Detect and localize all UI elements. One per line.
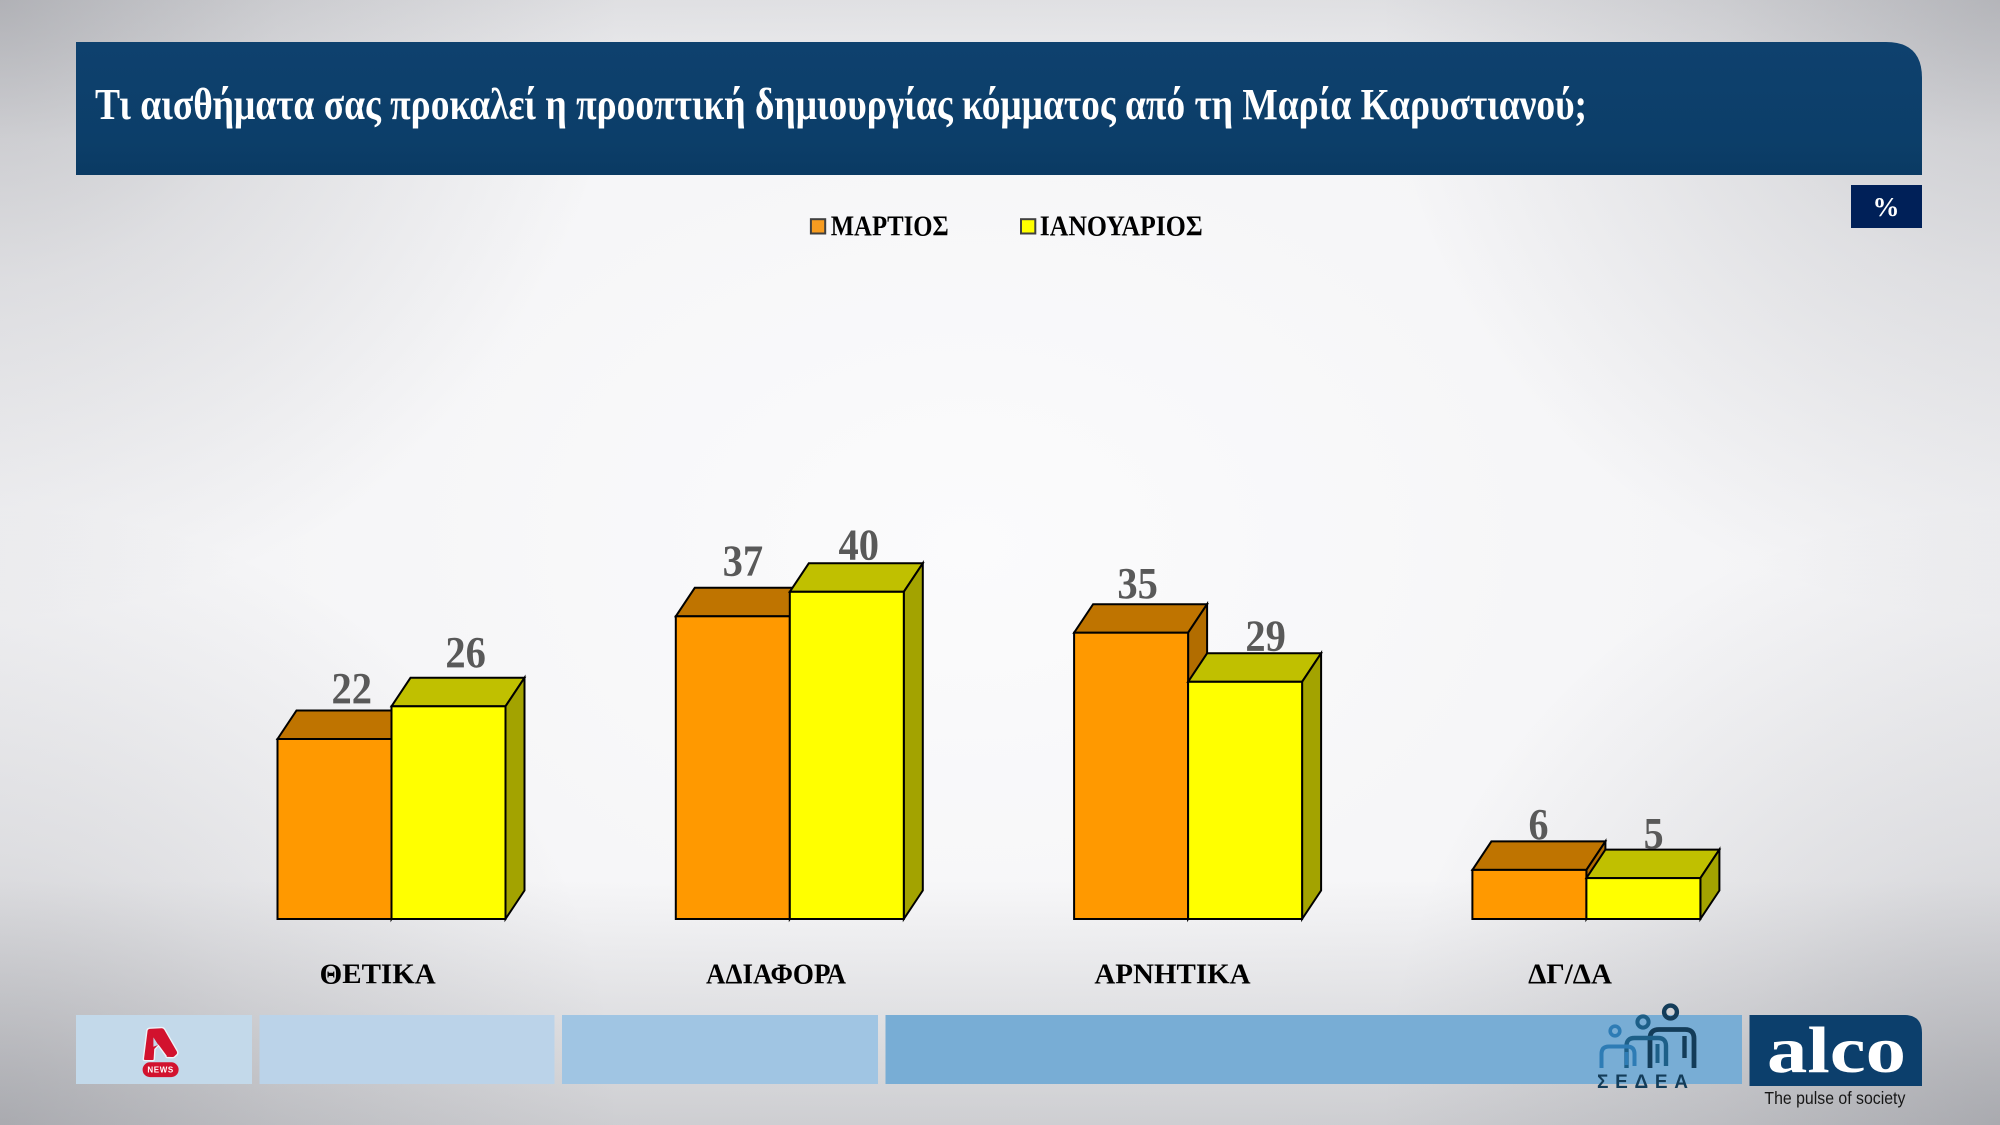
svg-text:26: 26	[445, 628, 486, 677]
svg-text:ΑΔΙΑΦΟΡΑ: ΑΔΙΑΦΟΡΑ	[706, 958, 846, 990]
svg-text:ΑΡΝΗΤΙΚΑ: ΑΡΝΗΤΙΚΑ	[1094, 958, 1250, 990]
svg-text:NEWS: NEWS	[147, 1066, 173, 1075]
svg-text:alco: alco	[1767, 1014, 1906, 1087]
svg-text:ΣΕΔΕΑ: ΣΕΔΕΑ	[1597, 1072, 1688, 1093]
svg-text:40: 40	[839, 521, 880, 570]
svg-text:35: 35	[1117, 559, 1158, 608]
svg-text:6: 6	[1529, 800, 1549, 849]
svg-text:ΜΑΡΤΙΟΣ: ΜΑΡΤΙΟΣ	[831, 212, 949, 243]
svg-text:5: 5	[1644, 809, 1664, 858]
svg-text:ΔΓ/ΔΑ: ΔΓ/ΔΑ	[1528, 958, 1612, 990]
svg-text:29: 29	[1245, 612, 1286, 661]
svg-text:The pulse of society: The pulse of society	[1764, 1088, 1905, 1108]
svg-text:22: 22	[332, 664, 373, 713]
svg-text:Τι αισθήματα σας προκαλεί η πρ: Τι αισθήματα σας προκαλεί η προοπτική δη…	[95, 80, 1587, 129]
svg-text:%: %	[1873, 192, 1900, 222]
svg-text:37: 37	[723, 537, 764, 586]
svg-text:ΙΑΝΟΥΑΡΙΟΣ: ΙΑΝΟΥΑΡΙΟΣ	[1040, 212, 1203, 243]
svg-text:ΘΕΤΙΚΑ: ΘΕΤΙΚΑ	[320, 958, 436, 990]
